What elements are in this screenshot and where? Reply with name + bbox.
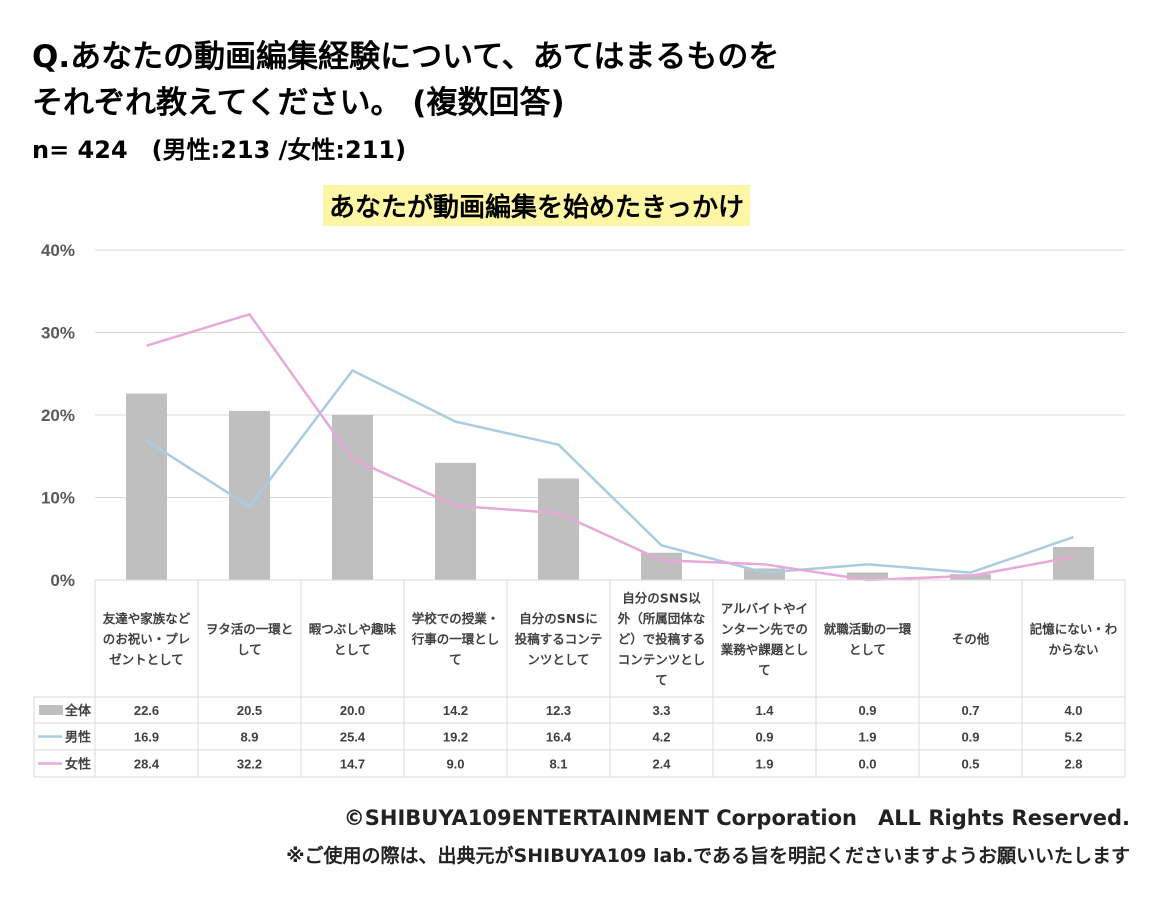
table-value: 16.4 xyxy=(546,730,572,745)
table-value: 25.4 xyxy=(340,730,366,745)
category-label: して xyxy=(237,642,262,657)
table-value: 8.9 xyxy=(240,730,258,745)
category-label: 業務や課題とし xyxy=(720,642,809,657)
table-value: 3.3 xyxy=(652,703,670,718)
category-label: 投稿するコンテ xyxy=(515,632,603,647)
y-tick-label: 40% xyxy=(41,241,75,260)
category-label: 自分のSNSに xyxy=(519,611,597,626)
table-value: 0.5 xyxy=(961,757,979,772)
category-label: 自分のSNS以 xyxy=(622,591,701,606)
bar xyxy=(847,572,888,580)
bar xyxy=(332,415,373,580)
bar xyxy=(744,568,785,580)
table-value: 20.0 xyxy=(340,703,365,718)
table-value: 2.4 xyxy=(652,757,671,772)
category-label: コンテンツとし xyxy=(618,652,706,667)
bar xyxy=(435,462,476,580)
y-tick-label: 0% xyxy=(50,571,75,590)
table-value: 2.8 xyxy=(1064,757,1082,772)
copyright: ©SHIBUYA109ENTERTAINMENT Corporation ALL… xyxy=(343,806,1130,830)
category-label: 行事の一環とし xyxy=(411,632,500,647)
category-label: からない xyxy=(1048,642,1098,657)
question-line-1: Q.あなたの動画編集経験について、あてはまるものを xyxy=(32,39,780,75)
question-title: Q.あなたの動画編集経験について、あてはまるものを それぞれ教えてください。 (… xyxy=(32,34,1132,126)
table-value: 14.2 xyxy=(443,703,468,718)
category-label: 友達や家族など xyxy=(102,611,191,626)
table-value: 0.0 xyxy=(858,757,876,772)
table-value: 28.4 xyxy=(134,757,160,772)
category-label: ど）で投稿する xyxy=(618,632,706,647)
category-label: のお祝い・プレ xyxy=(103,632,191,647)
category-label: ンターン先での xyxy=(721,621,808,636)
category-label: ヲタ活の一環と xyxy=(206,621,294,636)
table-value: 4.2 xyxy=(652,730,670,745)
legend-key-bar xyxy=(39,705,63,715)
table-value: 8.1 xyxy=(549,757,567,772)
table-value: 32.2 xyxy=(237,757,262,772)
table-value: 20.5 xyxy=(237,703,262,718)
chart-title: あなたが動画編集を始めたきっかけ xyxy=(323,185,750,226)
y-tick-label: 10% xyxy=(41,489,75,508)
y-tick-label: 30% xyxy=(41,324,75,343)
category-label: ゼントとして xyxy=(109,652,184,667)
category-label: ンツとして xyxy=(527,652,589,667)
sample-size: n= 424 (男性:213 /女性:211) xyxy=(32,136,407,164)
table-value: 5.2 xyxy=(1064,730,1082,745)
category-label: その他 xyxy=(952,632,990,647)
bar xyxy=(538,478,579,580)
table-value: 16.9 xyxy=(134,730,159,745)
bar xyxy=(641,552,682,580)
table-value: 0.9 xyxy=(755,730,773,745)
series-line xyxy=(145,369,1074,574)
table-value: 22.6 xyxy=(134,703,159,718)
category-label: として xyxy=(849,642,886,657)
table-value: 12.3 xyxy=(546,703,571,718)
table-value: 4.0 xyxy=(1064,703,1082,718)
table-value: 19.2 xyxy=(443,730,468,745)
bar xyxy=(126,393,167,580)
table-value: 0.9 xyxy=(961,730,979,745)
category-label: て xyxy=(758,662,771,677)
table-value: 0.9 xyxy=(858,703,876,718)
table-value: 1.9 xyxy=(755,757,773,772)
table-value: 1.9 xyxy=(858,730,876,745)
y-tick-label: 20% xyxy=(41,406,75,425)
bar xyxy=(229,410,270,580)
legend-label: 男性 xyxy=(65,730,91,746)
category-label: て xyxy=(655,673,668,688)
table-value: 14.7 xyxy=(340,757,365,772)
usage-notice: ※ご使用の際は、出典元がSHIBUYA109 lab.である旨を明記くださいます… xyxy=(286,845,1130,867)
legend-label: 女性 xyxy=(65,757,91,773)
category-label: 学校での授業・ xyxy=(412,611,500,626)
bar xyxy=(1053,547,1094,580)
series-line xyxy=(146,313,1074,582)
question-line-2: それぞれ教えてください。 (複数回答) xyxy=(32,85,565,121)
table-value: 1.4 xyxy=(755,703,774,718)
category-label: 暇つぶしや趣味 xyxy=(309,621,397,636)
category-label: 外（所属団体な xyxy=(617,611,706,626)
legend-label: 全体 xyxy=(64,703,92,719)
category-label: アルバイトやイ xyxy=(721,601,808,616)
table-value: 9.0 xyxy=(446,757,464,772)
table-value: 0.7 xyxy=(961,703,979,718)
category-label: 就職活動の一環 xyxy=(824,621,912,636)
category-label: 記憶にない・わ xyxy=(1030,621,1118,636)
category-label: て xyxy=(449,652,462,667)
category-label: として xyxy=(334,642,371,657)
